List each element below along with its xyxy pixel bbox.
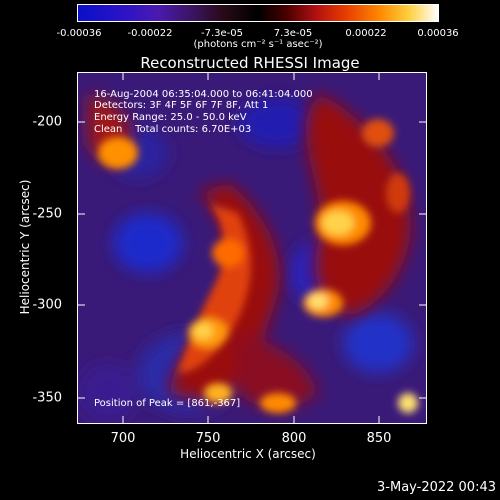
colorbar-unit: (photons cm⁻² s⁻¹ asec⁻²) [193, 39, 323, 50]
heatmap-high-regions [98, 119, 418, 413]
x-tick-label: 850 [366, 431, 392, 446]
x-axis-label: Heliocentric X (arcsec) [180, 447, 316, 461]
y-axis-label: Heliocentric Y (arcsec) [18, 179, 32, 315]
annotation-time-range: 16-Aug-2004 06:35:04.000 to 06:41:04.000 [94, 89, 313, 100]
x-tick-label: 750 [195, 431, 221, 446]
annotation-energy-range: Energy Range: 25.0 - 50.0 keV [94, 112, 247, 123]
y-tick-label: -200 [32, 114, 62, 130]
y-tick-label: -250 [32, 206, 62, 222]
colorbar-tick: -7.3e-05 [201, 28, 243, 39]
x-tick-label: 800 [281, 431, 307, 446]
colorbar-tick: 0.00036 [417, 28, 459, 39]
y-tick-label: -300 [32, 297, 62, 313]
colorbar-tick: 7.3e-05 [273, 28, 313, 39]
colorbar-tick: -0.00022 [127, 28, 173, 39]
chart-title: Reconstructed RHESSI Image [140, 54, 360, 72]
annotation-peak-position: Position of Peak = [861,-367] [94, 398, 241, 409]
colorbar-tick: -0.00036 [56, 28, 102, 39]
colorbar [77, 4, 439, 22]
annotation-detectors: Detectors: 3F 4F 5F 6F 7F 8F, Att 1 [94, 100, 269, 111]
heatmap-plot [77, 72, 427, 424]
heatmap-image [78, 73, 426, 423]
y-tick-label: -350 [32, 390, 62, 406]
annotation-clean-counts: Clean Total counts: 6.70E+03 [94, 124, 252, 135]
timestamp: 3-May-2022 00:43 [377, 480, 496, 495]
x-tick-label: 700 [110, 431, 136, 446]
colorbar-tick: 0.00022 [345, 28, 387, 39]
